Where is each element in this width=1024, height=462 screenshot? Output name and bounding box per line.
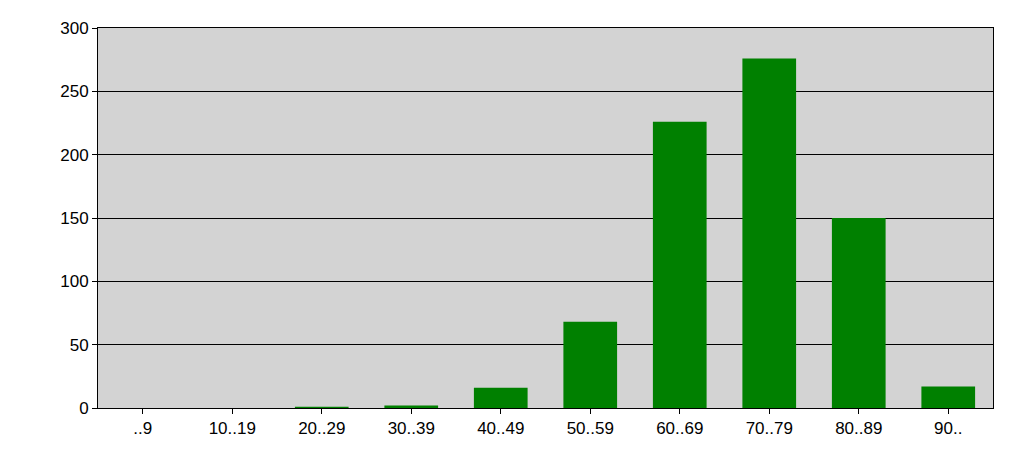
- svg-text:50: 50: [70, 336, 89, 355]
- svg-text:60..69: 60..69: [656, 419, 703, 438]
- svg-text:100: 100: [60, 272, 88, 291]
- svg-text:250: 250: [60, 82, 88, 101]
- svg-text:300: 300: [60, 19, 88, 38]
- svg-text:10..19: 10..19: [209, 419, 256, 438]
- svg-text:200: 200: [60, 146, 88, 165]
- svg-text:0: 0: [79, 399, 88, 418]
- svg-text:30..39: 30..39: [388, 419, 435, 438]
- svg-text:150: 150: [60, 209, 88, 228]
- svg-text:70..79: 70..79: [746, 419, 793, 438]
- svg-text:80..89: 80..89: [835, 419, 882, 438]
- svg-text:..9: ..9: [133, 419, 152, 438]
- svg-text:50..59: 50..59: [567, 419, 614, 438]
- svg-text:20..29: 20..29: [298, 419, 345, 438]
- svg-text:90..: 90..: [934, 419, 962, 438]
- svg-text:40..49: 40..49: [477, 419, 524, 438]
